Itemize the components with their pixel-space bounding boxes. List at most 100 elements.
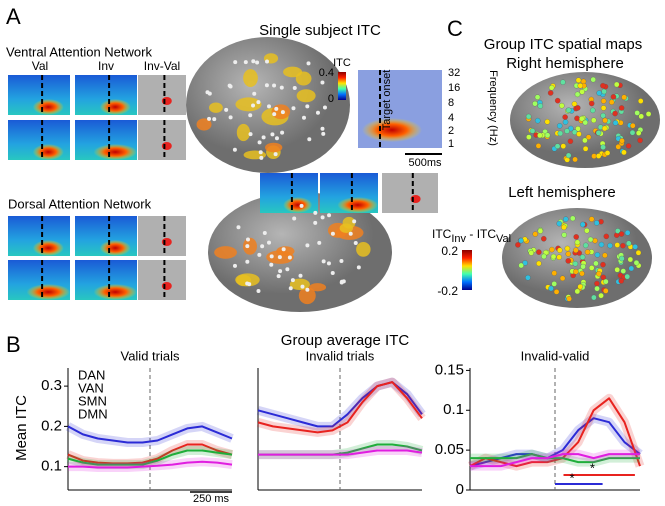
- electrode: [591, 77, 596, 82]
- electrode: [278, 255, 282, 259]
- electrode: [600, 145, 605, 150]
- label-subscript: Inv: [451, 233, 466, 245]
- spectrogram: [138, 260, 186, 300]
- electrode: [545, 133, 550, 138]
- electrode: [530, 128, 535, 133]
- y-tick-label: 0.05: [435, 441, 464, 458]
- colorbar-tick-label: -0.2: [437, 284, 458, 298]
- electrode: [579, 116, 584, 121]
- electrode: [320, 80, 324, 84]
- electrode: [589, 101, 594, 106]
- electrode: [602, 89, 607, 94]
- electrode: [559, 103, 564, 108]
- electrode: [620, 243, 625, 248]
- electrode: [578, 83, 583, 88]
- electrode: [575, 105, 580, 110]
- column-label: Val: [32, 59, 48, 73]
- column-label: Inv-Val: [144, 59, 180, 73]
- electrode: [280, 131, 284, 135]
- electrode: [601, 105, 606, 110]
- electrode: [228, 84, 232, 88]
- annotation: *: [590, 460, 595, 475]
- electrode: [267, 104, 271, 108]
- panel-title: Group average ITC: [281, 332, 410, 349]
- electrode: [636, 250, 641, 255]
- electrode: [259, 156, 263, 160]
- electrode: [549, 85, 554, 90]
- electrode: [563, 217, 568, 222]
- electrode: [555, 98, 560, 103]
- electrode: [557, 221, 562, 226]
- spectrogram-blob: [94, 284, 137, 300]
- electrode: [630, 123, 635, 128]
- electrode: [603, 288, 608, 293]
- activation-patch: [356, 242, 370, 257]
- electrode: [604, 234, 609, 239]
- electrode: [282, 247, 286, 251]
- freq-tick-label: 2: [448, 125, 454, 137]
- electrode: [533, 231, 538, 236]
- electrode: [612, 111, 617, 116]
- electrode: [245, 260, 249, 264]
- y-tick-label: 0.1: [41, 458, 62, 475]
- electrode: [229, 115, 233, 119]
- spectrogram-blob: [100, 240, 131, 256]
- colorbar-label: ITCInv - ITCVal: [432, 227, 511, 245]
- electrode: [590, 108, 595, 113]
- electrode: [602, 118, 607, 123]
- chart-title: Invalid trials: [306, 348, 375, 363]
- electrode: [625, 230, 630, 235]
- colorbar: [338, 72, 346, 100]
- activation-patch: [243, 238, 257, 255]
- y-tick-label: 0.3: [41, 377, 62, 394]
- spectrogram: [138, 120, 186, 160]
- electrode: [549, 247, 554, 252]
- electrode: [619, 105, 624, 110]
- electrode: [352, 219, 356, 223]
- electrode: [251, 59, 255, 63]
- electrode: [593, 261, 598, 266]
- electrode: [538, 228, 543, 233]
- electrode: [635, 110, 640, 115]
- electrode: [615, 242, 620, 247]
- electrode: [300, 204, 304, 208]
- electrode: [519, 263, 524, 268]
- activation-patch: [272, 104, 291, 119]
- electrode: [320, 127, 324, 131]
- electrode: [548, 90, 553, 95]
- spectrogram-blob: [162, 97, 172, 105]
- annotation: *: [569, 470, 574, 485]
- electrode: [256, 289, 260, 293]
- electrode: [585, 249, 590, 254]
- electrode: [321, 215, 325, 219]
- electrode: [576, 131, 581, 136]
- electrode: [249, 132, 253, 136]
- electrode: [274, 107, 278, 111]
- activation-patch: [243, 69, 258, 87]
- electrode: [267, 241, 271, 245]
- electrode: [538, 103, 543, 108]
- electrode: [257, 253, 261, 257]
- electrode: [323, 106, 327, 110]
- electrode: [554, 289, 559, 294]
- electrode: [258, 140, 262, 144]
- hemisphere-label: Left hemisphere: [508, 184, 616, 201]
- electrode: [233, 60, 237, 64]
- electrode: [552, 271, 557, 276]
- electrode: [541, 236, 546, 241]
- y-tick-label: 0.2: [41, 417, 62, 434]
- scale-label: 250 ms: [193, 493, 230, 505]
- electrode: [621, 268, 626, 273]
- electrode: [589, 217, 594, 222]
- electrode: [270, 254, 274, 258]
- electrode: [563, 119, 568, 124]
- electrode: [619, 138, 624, 143]
- electrode: [562, 232, 567, 237]
- electrode: [596, 271, 601, 276]
- electrode: [248, 113, 252, 117]
- onset-label: Target onset: [381, 70, 393, 131]
- electrode: [591, 295, 596, 300]
- electrode: [252, 92, 256, 96]
- electrode: [573, 248, 578, 253]
- column-label: Inv: [98, 59, 114, 73]
